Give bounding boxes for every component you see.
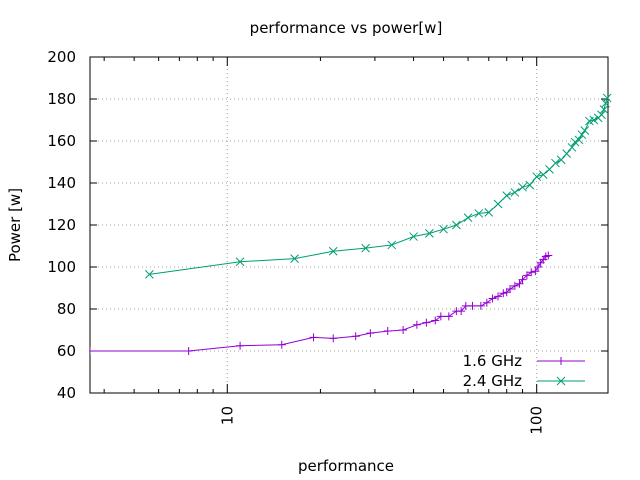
chart-title: performance vs power[w] — [250, 19, 443, 37]
x-tick-label: 10 — [218, 406, 236, 425]
legend-label: 2.4 GHz — [463, 372, 523, 390]
data-point — [366, 329, 375, 338]
data-point — [436, 312, 445, 321]
data-point — [409, 232, 418, 241]
y-tick-label: 60 — [57, 342, 76, 360]
data-point — [510, 188, 520, 197]
data-point — [387, 240, 397, 250]
y-tick-label: 160 — [47, 132, 76, 150]
data-point — [351, 332, 360, 341]
data-point — [452, 220, 461, 230]
data-point — [515, 279, 524, 288]
data-point — [277, 340, 286, 349]
legend-label: 1.6 GHz — [463, 352, 523, 370]
series-group — [90, 93, 612, 355]
data-point — [399, 326, 408, 334]
y-tick-label: 80 — [57, 300, 76, 318]
data-point — [482, 298, 491, 307]
data-point — [506, 285, 515, 294]
data-point — [532, 172, 542, 182]
data-point — [589, 115, 599, 125]
data-point — [235, 257, 245, 267]
data-point — [439, 224, 448, 234]
data-point — [493, 199, 503, 209]
data-point — [518, 182, 527, 192]
series-1 — [145, 93, 612, 279]
data-point — [534, 263, 543, 271]
data-point — [90, 347, 94, 355]
data-point — [184, 347, 193, 355]
data-point — [457, 307, 466, 316]
data-point — [484, 208, 494, 217]
data-point — [444, 312, 453, 321]
y-tick-label: 140 — [47, 174, 76, 192]
data-point — [570, 137, 580, 147]
data-point — [567, 142, 577, 152]
data-point — [538, 170, 548, 179]
y-tick-label: 100 — [47, 258, 76, 276]
data-point — [556, 155, 566, 165]
data-point — [580, 126, 590, 135]
data-point — [597, 110, 606, 120]
data-point — [290, 254, 299, 263]
plot-frame — [89, 56, 609, 394]
data-point — [328, 246, 338, 256]
data-point — [468, 301, 477, 310]
data-point — [474, 209, 484, 218]
legend-marker — [557, 357, 565, 365]
data-point — [329, 334, 338, 343]
data-point — [544, 251, 553, 260]
legend: 1.6 GHz 2.4 GHz — [463, 352, 585, 390]
y-tick-label: 200 — [47, 48, 76, 66]
y-axis-label: Power [w] — [6, 188, 24, 262]
data-point — [574, 135, 584, 145]
data-point — [562, 149, 572, 158]
data-point — [527, 268, 536, 277]
y-tick-label: 40 — [57, 384, 76, 402]
x-axis-label: performance — [298, 457, 394, 475]
x-tick-label: 100 — [528, 406, 546, 435]
data-point — [602, 93, 612, 103]
data-point — [494, 292, 503, 301]
data-point — [309, 333, 318, 342]
data-point — [463, 213, 473, 223]
data-point — [499, 289, 508, 298]
data-point — [431, 316, 440, 325]
data-point — [361, 243, 370, 253]
data-point — [412, 320, 421, 329]
data-point — [551, 158, 560, 168]
data-point — [383, 327, 392, 336]
legend-marker — [556, 376, 566, 386]
data-point — [425, 229, 434, 238]
grid — [90, 56, 608, 394]
data-point — [145, 269, 154, 279]
data-point — [510, 281, 519, 290]
data-point — [531, 267, 540, 276]
axes: 40 60 80 100 120 140 160 180 200 10 100 — [47, 48, 609, 435]
series-0 — [90, 251, 553, 355]
data-point — [488, 294, 497, 303]
data-point — [476, 301, 485, 310]
data-point — [522, 271, 531, 280]
data-point — [422, 318, 431, 327]
y-tick-label: 180 — [47, 90, 76, 108]
y-tick-label: 120 — [47, 216, 76, 234]
data-point — [502, 191, 512, 200]
data-point — [577, 130, 587, 140]
data-point — [236, 341, 245, 350]
data-point — [601, 98, 610, 108]
data-point — [525, 180, 535, 190]
data-point — [518, 275, 527, 284]
